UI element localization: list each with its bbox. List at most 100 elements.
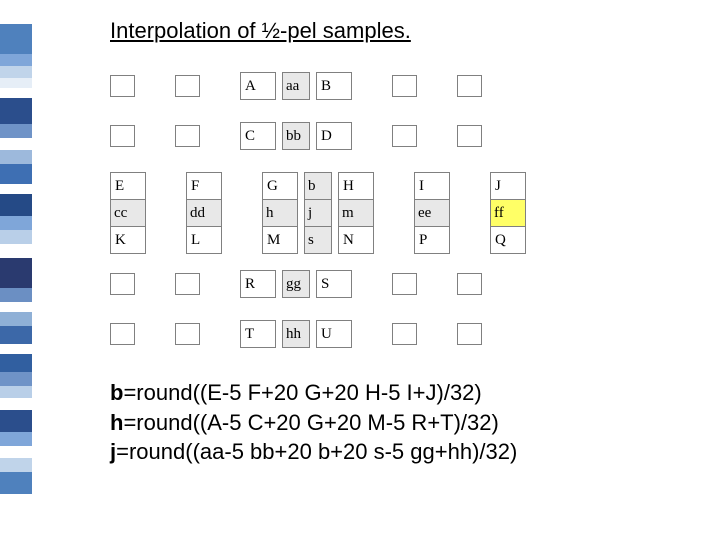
sidebar-stripe xyxy=(0,54,32,66)
sidebar-stripe xyxy=(0,258,32,288)
cell-A: A xyxy=(240,72,276,100)
ghost-cell xyxy=(175,273,200,295)
cell-h: h xyxy=(262,199,298,227)
sidebar-stripe xyxy=(0,312,32,326)
sidebar-stripe xyxy=(0,398,32,410)
ghost-cell xyxy=(457,273,482,295)
cell-J: J xyxy=(490,172,526,200)
cell-dd: dd xyxy=(186,199,222,227)
interpolation-grid: A aa B C bb D E F xyxy=(110,72,670,348)
sidebar-stripe xyxy=(0,446,32,458)
formula-j-rhs: =round((aa-5 bb+20 b+20 s-5 gg+hh)/32) xyxy=(116,439,517,464)
cell-j: j xyxy=(304,199,332,227)
cell-b: b xyxy=(304,172,332,200)
sidebar-stripe xyxy=(0,88,32,98)
sidebar-stripe xyxy=(0,472,32,494)
cell-hh: hh xyxy=(282,320,310,348)
cell-cc: cc xyxy=(110,199,146,227)
sidebar-stripe xyxy=(0,288,32,302)
ghost-cell xyxy=(392,75,417,97)
decorative-sidebar xyxy=(0,0,32,540)
cell-C: C xyxy=(240,122,276,150)
ghost-cell xyxy=(392,125,417,147)
cell-Q: Q xyxy=(490,226,526,254)
cell-M: M xyxy=(262,226,298,254)
cell-m: m xyxy=(338,199,374,227)
sidebar-stripe xyxy=(0,164,32,184)
cell-L: L xyxy=(186,226,222,254)
sidebar-stripe xyxy=(0,386,32,398)
grid-row-2: E F G b H I J xyxy=(110,172,670,200)
ghost-cell xyxy=(175,323,200,345)
grid-row-5: R gg S xyxy=(110,270,670,298)
ghost-cell xyxy=(392,273,417,295)
sidebar-stripe xyxy=(0,184,32,194)
cell-H: H xyxy=(338,172,374,200)
formula-b: b=round((E-5 F+20 G+20 H-5 I+J)/32) xyxy=(110,378,670,408)
sidebar-stripe xyxy=(0,410,32,432)
formula-h-rhs: =round((A-5 C+20 G+20 M-5 R+T)/32) xyxy=(123,410,498,435)
cell-N: N xyxy=(338,226,374,254)
sidebar-stripe xyxy=(0,216,32,230)
sidebar-stripe xyxy=(0,150,32,164)
sidebar-stripe xyxy=(0,302,32,312)
grid-row-0: A aa B xyxy=(110,72,670,100)
cell-bb: bb xyxy=(282,122,310,150)
cell-S: S xyxy=(316,270,352,298)
cell-D: D xyxy=(316,122,352,150)
sidebar-stripe xyxy=(0,0,32,24)
cell-I: I xyxy=(414,172,450,200)
ghost-cell xyxy=(175,75,200,97)
ghost-cell xyxy=(110,125,135,147)
formula-h-lhs: h xyxy=(110,410,123,435)
cell-U: U xyxy=(316,320,352,348)
cell-E: E xyxy=(110,172,146,200)
formula-b-lhs: b xyxy=(110,380,123,405)
grid-row-3: cc dd h j m ee ff xyxy=(110,200,670,227)
grid-row-6: T hh U xyxy=(110,320,670,348)
formula-j: j=round((aa-5 bb+20 b+20 s-5 gg+hh)/32) xyxy=(110,437,670,467)
cell-T: T xyxy=(240,320,276,348)
sidebar-stripe xyxy=(0,372,32,386)
cell-F: F xyxy=(186,172,222,200)
sidebar-stripe xyxy=(0,24,32,54)
cell-ee: ee xyxy=(414,199,450,227)
ghost-cell xyxy=(110,75,135,97)
slide-content: Interpolation of ½-pel samples. A aa B C… xyxy=(110,18,670,467)
sidebar-stripe xyxy=(0,124,32,138)
ghost-cell xyxy=(457,323,482,345)
sidebar-stripe xyxy=(0,494,32,540)
sidebar-stripe xyxy=(0,432,32,446)
grid-row-1: C bb D xyxy=(110,122,670,150)
grid-row-4: K L M s N P Q xyxy=(110,227,670,254)
ghost-cell xyxy=(110,323,135,345)
cell-aa: aa xyxy=(282,72,310,100)
ghost-cell xyxy=(457,125,482,147)
slide-title: Interpolation of ½-pel samples. xyxy=(110,18,670,44)
sidebar-stripe xyxy=(0,244,32,258)
ghost-cell xyxy=(110,273,135,295)
sidebar-stripe xyxy=(0,194,32,216)
sidebar-stripe xyxy=(0,458,32,472)
formula-b-rhs: =round((E-5 F+20 G+20 H-5 I+J)/32) xyxy=(123,380,481,405)
cell-s: s xyxy=(304,226,332,254)
cell-K: K xyxy=(110,226,146,254)
cell-gg: gg xyxy=(282,270,310,298)
cell-G: G xyxy=(262,172,298,200)
ghost-cell xyxy=(457,75,482,97)
sidebar-stripe xyxy=(0,344,32,354)
cell-B: B xyxy=(316,72,352,100)
formulas-block: b=round((E-5 F+20 G+20 H-5 I+J)/32) h=ro… xyxy=(110,378,670,467)
sidebar-stripe xyxy=(0,326,32,344)
ghost-cell xyxy=(392,323,417,345)
cell-P: P xyxy=(414,226,450,254)
sidebar-stripe xyxy=(0,138,32,150)
sidebar-stripe xyxy=(0,98,32,124)
sidebar-stripe xyxy=(0,78,32,88)
formula-h: h=round((A-5 C+20 G+20 M-5 R+T)/32) xyxy=(110,408,670,438)
cell-ff: ff xyxy=(490,199,526,227)
sidebar-stripe xyxy=(0,354,32,372)
sidebar-stripe xyxy=(0,230,32,244)
sidebar-stripe xyxy=(0,66,32,78)
ghost-cell xyxy=(175,125,200,147)
